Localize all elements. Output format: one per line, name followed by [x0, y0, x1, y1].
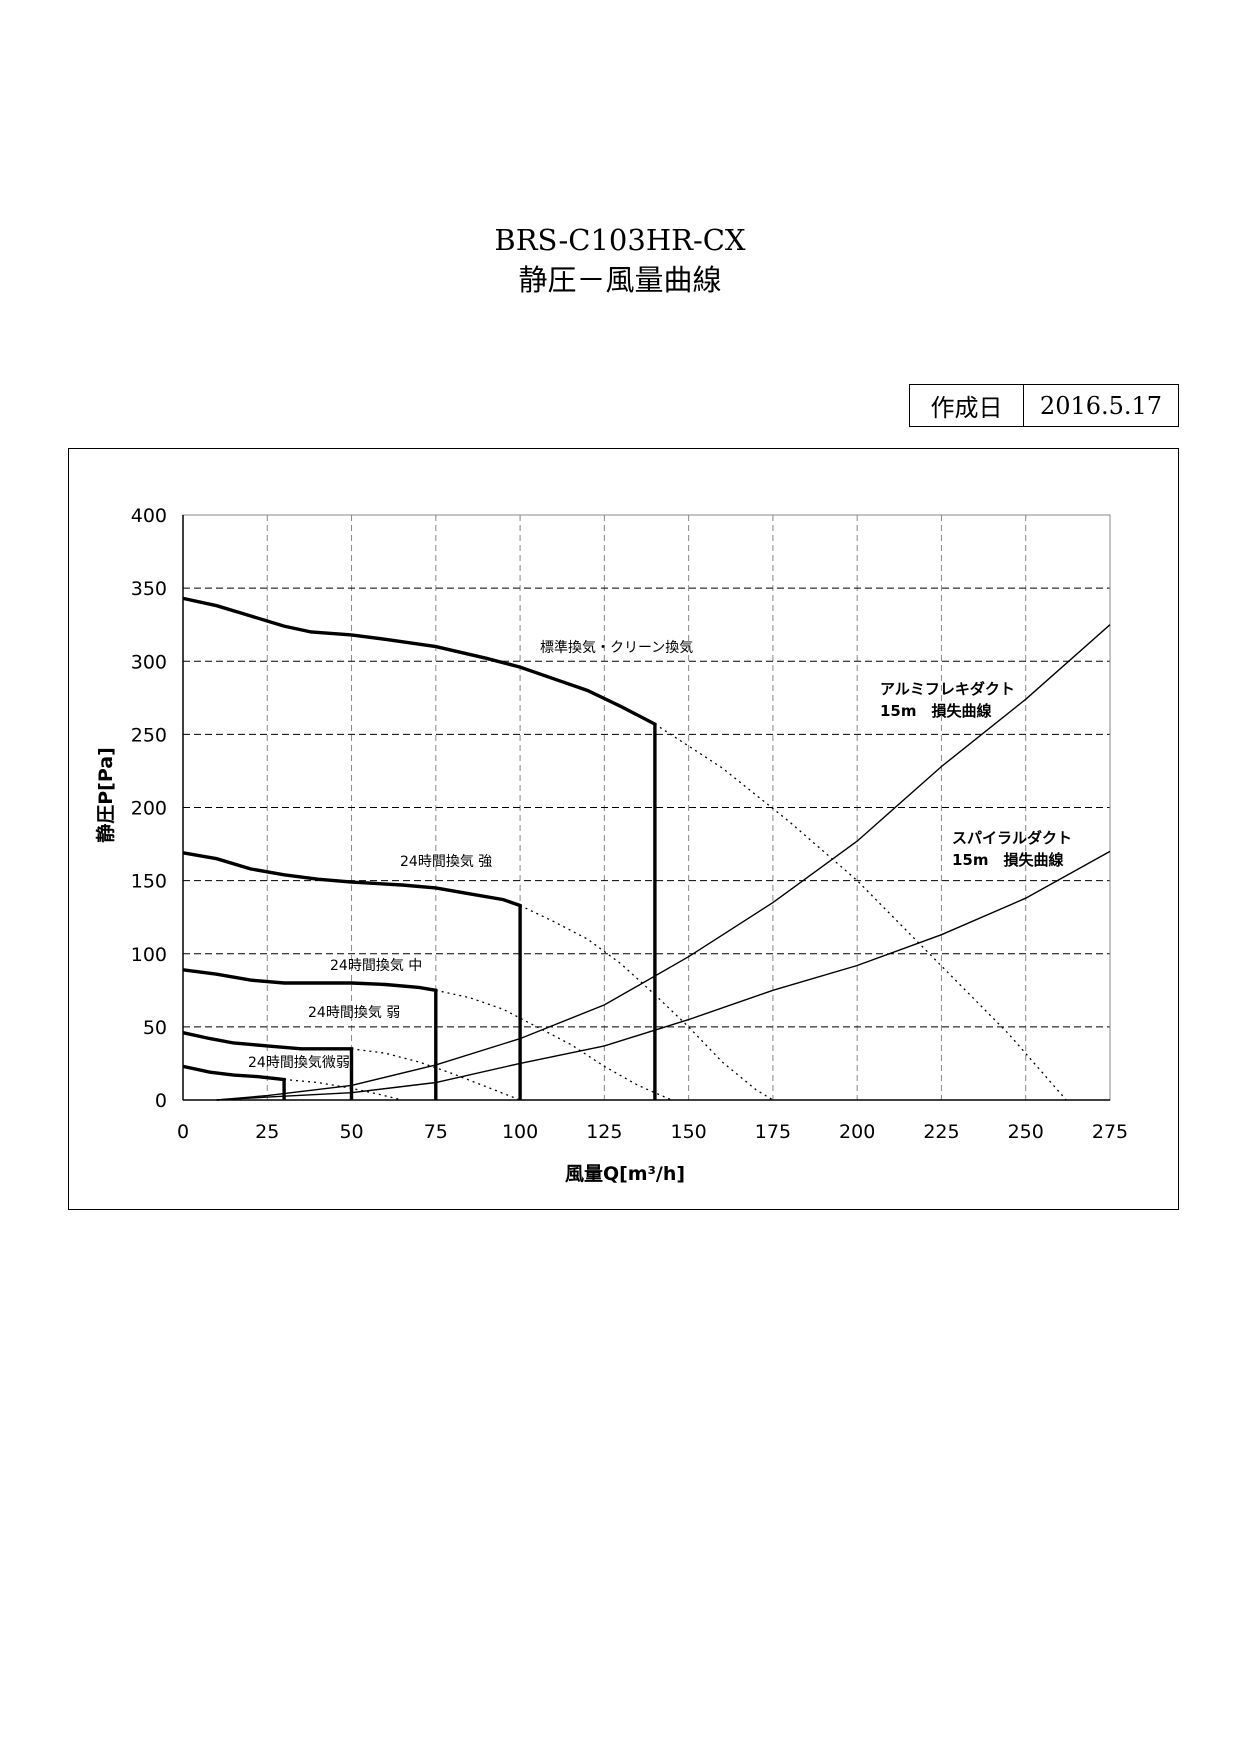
fan-curves — [182, 596, 657, 1100]
y-tick-label: 200 — [131, 798, 167, 820]
y-tick-label: 250 — [131, 724, 167, 746]
fan-curve — [182, 596, 657, 1100]
y-tick-label: 0 — [155, 1090, 167, 1112]
x-tick-label: 225 — [923, 1121, 959, 1143]
plot-border — [182, 514, 1111, 1101]
fan-curve-label: 24時間換気 強 — [400, 854, 492, 870]
y-tick-label: 150 — [131, 871, 167, 893]
fan-curve-label: 24時間換気 弱 — [308, 1005, 400, 1021]
x-tick-label: 275 — [1092, 1121, 1128, 1143]
x-tick-label: 100 — [502, 1121, 538, 1143]
y-axis-label: 静圧P[Pa] — [94, 747, 117, 843]
x-tick-label: 150 — [671, 1121, 707, 1143]
date-label: 作成日 — [910, 385, 1024, 426]
x-tick-label: 75 — [424, 1121, 448, 1143]
duct-label-name: スパイラルダクト — [952, 829, 1072, 847]
duct-label-loss: 15m 損失曲線 — [952, 851, 1064, 869]
tick-labels: 0 25 50 75 100 125 150 175 200 225 250 275 0 50 100 150… — [131, 505, 1128, 1143]
date-value: 2016.5.17 — [1039, 391, 1163, 420]
x-tick-label: 0 — [177, 1121, 189, 1143]
fan-curve-extension — [435, 989, 673, 1101]
x-axis-label: 風量Q[m³/h] — [565, 1163, 685, 1185]
duct-label-loss: 15m 損失曲線 — [880, 702, 992, 720]
fan-curve — [182, 968, 438, 1100]
fan-curve-label: 24時間換気 中 — [330, 958, 422, 974]
duct-curves — [216, 624, 1111, 1101]
x-tick-label: 175 — [755, 1121, 791, 1143]
duct-loss-curve — [216, 624, 1111, 1101]
y-tick-label: 350 — [131, 578, 167, 600]
chart-frame — [68, 448, 1179, 1210]
grid-layer — [183, 515, 1110, 1100]
date-box: 作成日 2016.5.17 — [909, 384, 1179, 427]
curve-labels: 標準換気・クリーン換気 24時間換気 強 24時間換気 中 24時間換気 弱 24時間換… — [248, 640, 1072, 1071]
chart-title-model: BRS-C103HR-CX — [494, 223, 746, 257]
x-tick-label: 200 — [839, 1121, 875, 1143]
chart-title-name: 静圧－風量曲線 — [518, 263, 722, 297]
duct-loss-curve — [216, 850, 1111, 1101]
x-tick-label: 50 — [339, 1121, 363, 1143]
x-tick-label: 25 — [255, 1121, 279, 1143]
duct-label-name: アルミフレキダクト — [880, 680, 1015, 698]
y-tick-label: 50 — [143, 1017, 167, 1039]
fan-curve — [182, 1031, 354, 1100]
y-tick-label: 100 — [131, 944, 167, 966]
x-tick-label: 125 — [586, 1121, 622, 1143]
fan-curve-extension — [654, 723, 1067, 1101]
y-tick-label: 400 — [131, 505, 167, 527]
x-tick-label: 250 — [1008, 1121, 1044, 1143]
fan-curve-label: 標準換気・クリーン換気 — [540, 640, 693, 656]
fan-curve-extension — [284, 1078, 403, 1101]
y-tick-label: 300 — [131, 651, 167, 673]
fan-curve — [182, 851, 522, 1100]
fan-curve-label: 24時間換気微弱 — [248, 1055, 350, 1071]
extension-curves — [284, 723, 1067, 1101]
fan-curve — [182, 1064, 286, 1100]
